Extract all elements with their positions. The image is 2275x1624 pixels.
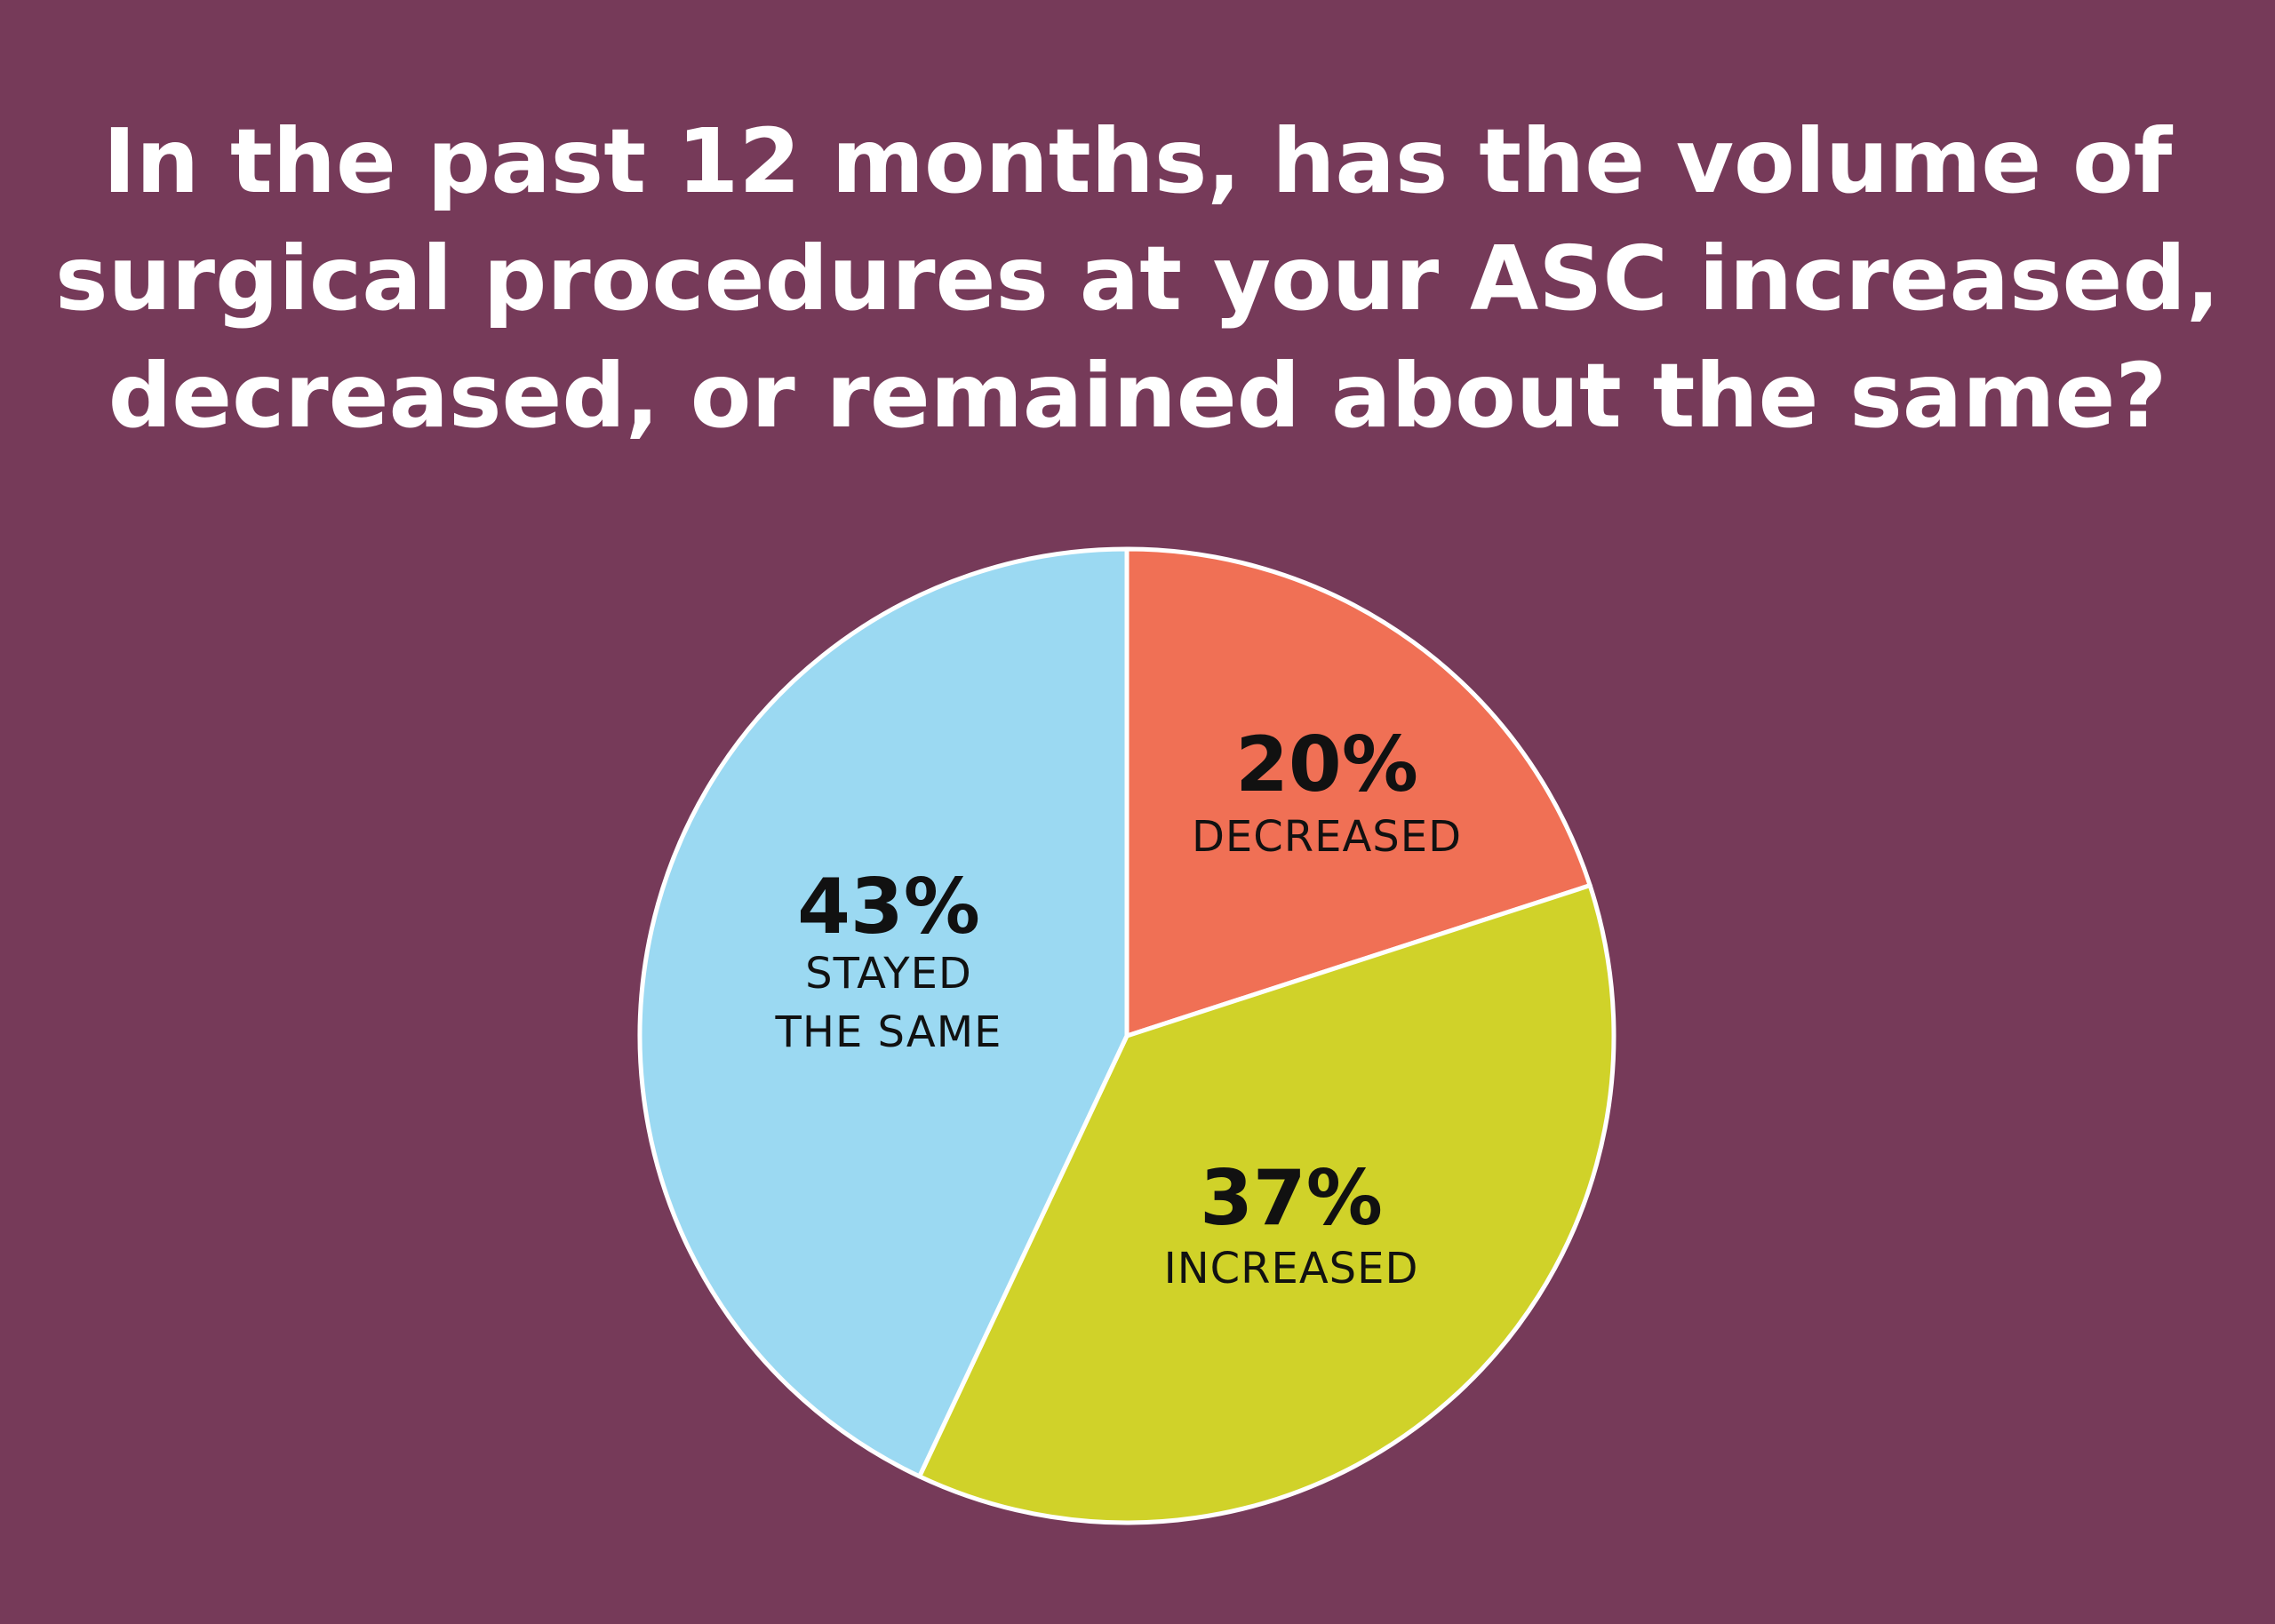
slice-percent-label: 20%: [1235, 720, 1418, 809]
pie-slice-increased: [917, 883, 1616, 1525]
pie-slice-stayed-the-same: [637, 546, 1130, 1479]
chart-title: In the past 12 months, has the volume of…: [0, 103, 2275, 455]
title-line-2: surgical procedures at your ASC increase…: [55, 227, 2220, 330]
slice-category-label: STAYED: [805, 949, 972, 999]
title-line-3: decreased, or remained about the same?: [108, 344, 2167, 448]
pie-slice-decreased: [1124, 546, 1592, 1039]
slice-category-label: THE SAME: [775, 1007, 1002, 1057]
pie-labels: 20%DECREASED 37%INCREASED 43%STAYED THE SAM…: [775, 720, 1462, 1294]
slice-percent-label: 43%: [797, 863, 980, 951]
slice-category-label: INCREASED: [1164, 1244, 1419, 1294]
title-line-1: In the past 12 months, has the volume of: [102, 109, 2173, 213]
slice-percent-label: 37%: [1200, 1154, 1383, 1243]
pie-slices: [637, 546, 1616, 1525]
slice-category-label: DECREASED: [1192, 812, 1462, 862]
